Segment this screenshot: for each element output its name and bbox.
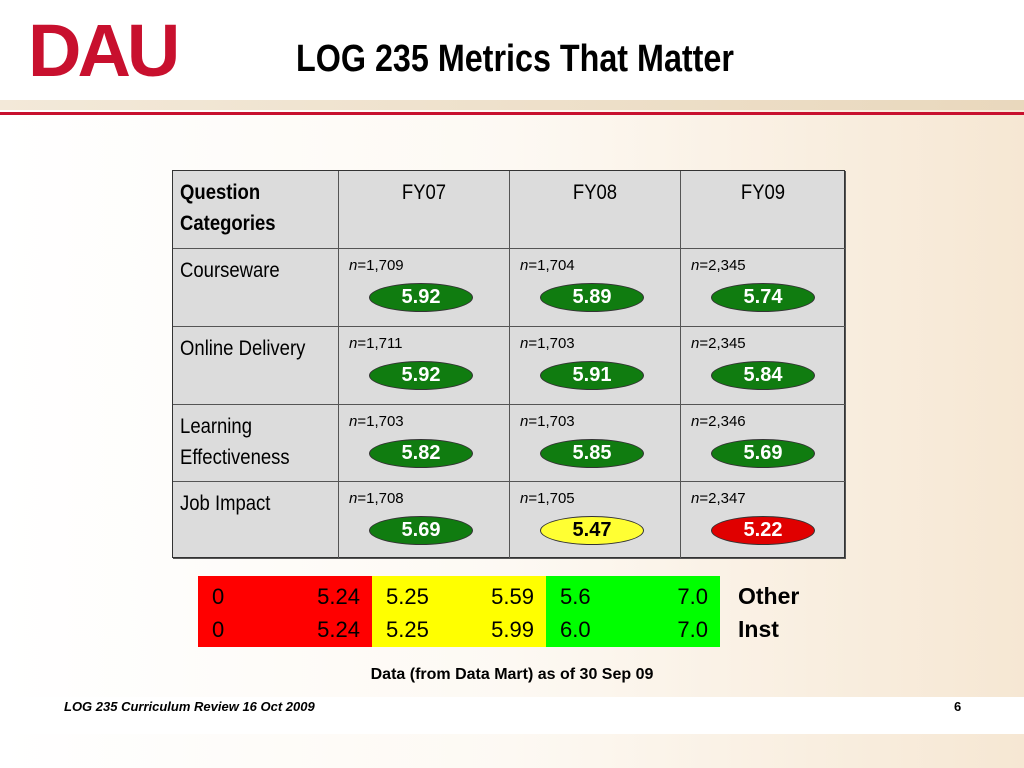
sample-size: n=1,703	[349, 413, 404, 430]
legend-band: 5.25 5.59 5.25 5.99	[372, 576, 546, 647]
score-cell: n=1,703 5.82	[339, 405, 510, 482]
score: 5.22	[711, 516, 815, 545]
score: 5.92	[369, 361, 473, 390]
header-text: FY08	[572, 181, 618, 204]
category: Learning Effectiveness	[180, 415, 290, 469]
category-cell: Learning Effectiveness	[173, 405, 339, 482]
sample-size: n=1,708	[349, 490, 404, 507]
score-cell: n=2,345 5.74	[681, 249, 846, 327]
score-cell: n=1,705 5.47	[510, 482, 681, 559]
score-cell: n=2,347 5.22	[681, 482, 846, 559]
legend-value: 0	[212, 617, 225, 642]
footer-text: LOG 235 Curriculum Review 16 Oct 2009	[64, 699, 315, 714]
legend-value: 5.25	[386, 617, 429, 642]
logo: DAU	[28, 9, 180, 92]
legend-band: 5.6 7.0 6.0 7.0	[546, 576, 720, 647]
sample-size: n=1,703	[520, 335, 575, 352]
legend-value: 5.6	[560, 584, 591, 609]
score: 5.47	[540, 516, 644, 545]
header-stripe	[0, 100, 1024, 110]
legend-value: 5.25	[386, 584, 429, 609]
header-text: FY09	[740, 181, 786, 204]
score-cell: n=1,709 5.92	[339, 249, 510, 327]
sample-size: n=2,346	[691, 413, 746, 430]
note: Data (from Data Mart) as of 30 Sep 09	[370, 666, 654, 683]
category-cell: Courseware	[173, 249, 339, 327]
score-cell: n=1,703 5.91	[510, 327, 681, 405]
sample-size: n=2,345	[691, 335, 746, 352]
footer-band	[0, 697, 1024, 734]
category-cell: Online Delivery	[173, 327, 339, 405]
score: 5.85	[540, 439, 644, 468]
score-cell: n=2,346 5.69	[681, 405, 846, 482]
header-rule	[0, 112, 1024, 115]
legend-value: 5.99	[491, 617, 534, 642]
header-text: FY07	[401, 181, 447, 204]
legend-band: 0 5.24 0 5.24	[198, 576, 372, 647]
page-number: 6	[954, 699, 962, 714]
score: 5.89	[540, 283, 644, 312]
score: 5.92	[369, 283, 473, 312]
score: 5.91	[540, 361, 644, 390]
sample-size: n=1,703	[520, 413, 575, 430]
legend-value: 6.0	[560, 617, 591, 642]
header-cell: Question Categories	[173, 171, 339, 249]
sample-size: n=1,709	[349, 257, 404, 274]
legend-labels: Other Inst	[738, 580, 799, 646]
category: Courseware	[180, 259, 280, 282]
score-cell: n=1,703 5.85	[510, 405, 681, 482]
metrics-table: Question Categories FY07 FY08 FY09 Coursewar…	[172, 170, 846, 559]
legend-value: 7.0	[677, 584, 708, 609]
sample-size: n=2,347	[691, 490, 746, 507]
score-cell: n=2,345 5.84	[681, 327, 846, 405]
legend-value: 0	[212, 584, 225, 609]
category: Online Delivery	[180, 337, 306, 360]
score-cell: n=1,704 5.89	[510, 249, 681, 327]
legend-value: 5.59	[491, 584, 534, 609]
sample-size: n=1,705	[520, 490, 575, 507]
score: 5.82	[369, 439, 473, 468]
sample-size: n=2,345	[691, 257, 746, 274]
category: Job Impact	[180, 492, 271, 515]
legend-label: Inst	[738, 616, 779, 642]
legend-value: 5.24	[317, 617, 360, 642]
legend-value: 7.0	[677, 617, 708, 642]
score: 5.74	[711, 283, 815, 312]
header-cell: FY08	[510, 171, 681, 249]
sample-size: n=1,704	[520, 257, 575, 274]
legend-value: 5.24	[317, 584, 360, 609]
header-text: Question Categories	[180, 181, 276, 235]
category-cell: Job Impact	[173, 482, 339, 559]
score: 5.84	[711, 361, 815, 390]
title: LOG 235 Metrics That Matter	[296, 38, 734, 80]
header-band	[0, 0, 1024, 100]
score: 5.69	[369, 516, 473, 545]
sample-size: n=1,711	[349, 335, 403, 352]
score-cell: n=1,711 5.92	[339, 327, 510, 405]
header-cell: FY09	[681, 171, 846, 249]
score-cell: n=1,708 5.69	[339, 482, 510, 559]
score: 5.69	[711, 439, 815, 468]
legend-label: Other	[738, 583, 800, 609]
header-cell: FY07	[339, 171, 510, 249]
